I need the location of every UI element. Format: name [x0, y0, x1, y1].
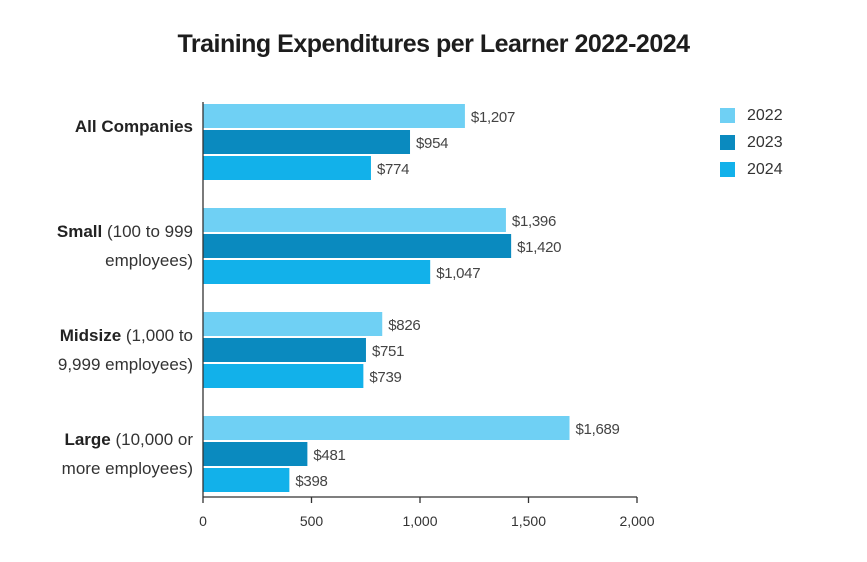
- data-label-2024-1: $1,047: [436, 265, 480, 282]
- chart-title: Training Expenditures per Learner 2022-2…: [177, 30, 690, 58]
- bar-2023-3: [203, 442, 308, 466]
- category-detail: more employees): [61, 459, 193, 478]
- bar-2023-1: [203, 234, 512, 258]
- x-tick-label: 500: [300, 513, 324, 529]
- legend-item-2022: 2022: [720, 102, 783, 129]
- bar-2024-0: [203, 156, 371, 180]
- category-name: All Companies: [74, 117, 193, 136]
- legend: 2022 2023 2024: [720, 102, 783, 183]
- category-detail: 9,999 employees): [57, 355, 193, 374]
- data-label-2023-1: $1,420: [517, 239, 561, 256]
- category-detail: (10,000 or: [110, 430, 193, 449]
- bar-2022-3: [203, 416, 570, 440]
- category-label: All Companies: [0, 112, 193, 141]
- bar-2024-2: [203, 364, 364, 388]
- legend-item-2024: 2024: [720, 156, 783, 183]
- bar-2022-1: [203, 208, 506, 232]
- data-label-2022-0: $1,207: [471, 109, 515, 126]
- category-name: Midsize: [59, 326, 122, 345]
- data-label-2023-0: $954: [416, 135, 448, 152]
- legend-label: 2022: [747, 106, 783, 124]
- data-label-2022-3: $1,689: [576, 421, 620, 438]
- data-label-2023-3: $481: [313, 447, 345, 464]
- bar-2023-0: [203, 130, 411, 154]
- legend-item-2023: 2023: [720, 129, 783, 156]
- category-label: Large (10,000 or more employees): [0, 425, 193, 483]
- legend-label: 2023: [747, 133, 783, 151]
- data-label-2022-1: $1,396: [512, 213, 556, 230]
- x-tick-label: 0: [199, 513, 207, 529]
- bar-2022-0: [203, 104, 465, 128]
- category-detail: employees): [105, 251, 193, 270]
- category-name: Small: [56, 222, 103, 241]
- category-label: Small (100 to 999 employees): [0, 217, 193, 275]
- category-detail: (1,000 to: [121, 326, 193, 345]
- data-label-2022-2: $826: [388, 317, 420, 334]
- bar-2022-2: [203, 312, 383, 336]
- bar-2024-3: [203, 468, 290, 492]
- legend-swatch: [720, 162, 735, 177]
- x-tick-label: 2,000: [619, 513, 654, 529]
- x-tick-label: 1,000: [402, 513, 437, 529]
- category-name: Large: [64, 430, 111, 449]
- data-label-2024-2: $739: [369, 369, 401, 386]
- legend-swatch: [720, 135, 735, 150]
- legend-label: 2024: [747, 160, 783, 178]
- data-label-2024-0: $774: [377, 161, 409, 178]
- bar-2023-2: [203, 338, 366, 362]
- x-tick-label: 1,500: [511, 513, 546, 529]
- data-label-2023-2: $751: [372, 343, 404, 360]
- legend-swatch: [720, 108, 735, 123]
- category-detail: (100 to 999: [102, 222, 193, 241]
- data-label-2024-3: $398: [295, 473, 327, 490]
- bar-2024-1: [203, 260, 431, 284]
- category-label: Midsize (1,000 to 9,999 employees): [0, 321, 193, 379]
